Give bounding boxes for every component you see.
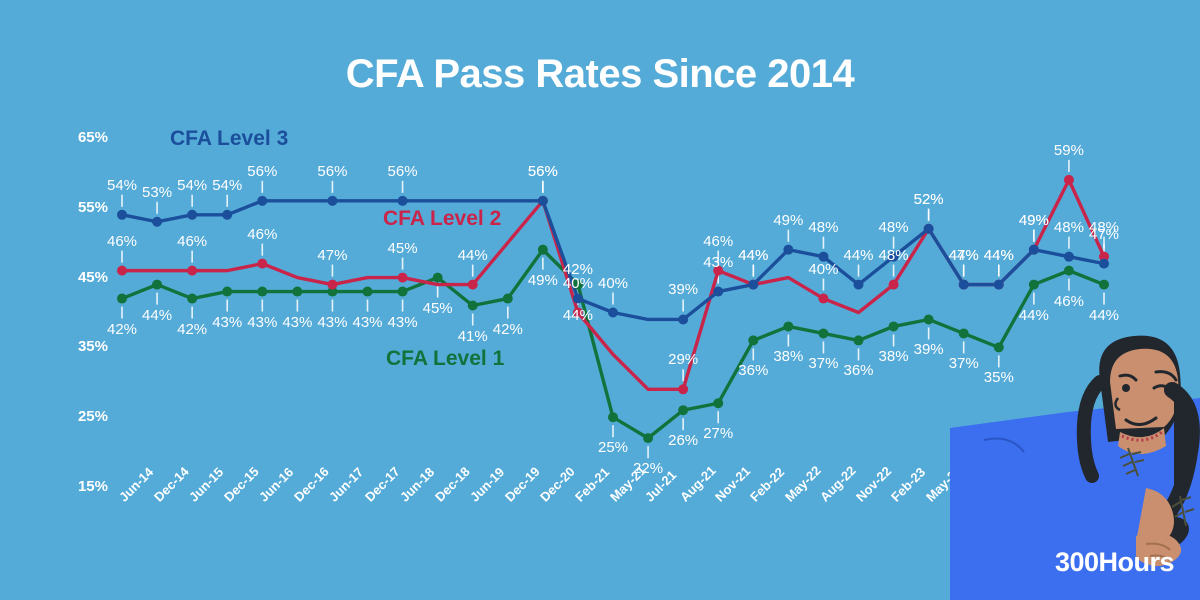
data-point-label: 56% — [317, 162, 348, 180]
y-axis-tick: 35% — [77, 338, 108, 356]
data-point-label: 54% — [177, 176, 208, 194]
data-point-label: 43% — [282, 313, 313, 331]
data-point-label: 42% — [492, 320, 523, 338]
data-point-label: 49% — [527, 271, 558, 289]
data-point-label: 39% — [913, 341, 944, 359]
data-point-label: 46% — [703, 232, 734, 250]
y-axis-tick: 15% — [77, 478, 108, 495]
data-point-label: 41% — [457, 327, 488, 345]
data-point-label: 37% — [948, 355, 979, 373]
data-point-label: 43% — [247, 313, 278, 331]
data-point-label: 44% — [843, 246, 874, 264]
data-point-label: 53% — [142, 183, 173, 201]
woman-illustration — [950, 320, 1200, 600]
data-point-label: 46% — [1053, 292, 1084, 310]
data-point-label: 56% — [527, 162, 558, 180]
data-point-label: 44% — [457, 246, 488, 264]
data-point-label: 44% — [948, 246, 979, 264]
data-point-label: 48% — [1088, 218, 1120, 236]
y-axis-tick: 45% — [77, 268, 108, 286]
y-axis-tick: 25% — [77, 408, 108, 426]
data-point-label: 39% — [668, 281, 699, 299]
series-label-level1: CFA Level 1 — [386, 347, 505, 370]
data-point-label: 44% — [983, 246, 1014, 264]
data-point-label: 45% — [387, 239, 418, 257]
page-title: CFA Pass Rates Since 2014 — [345, 52, 855, 96]
data-point-label: 44% — [562, 306, 593, 324]
data-point-label: 46% — [247, 225, 278, 243]
data-point-label: 42% — [106, 320, 138, 338]
data-point-label: 40% — [808, 260, 839, 278]
data-point-label: 44% — [1088, 306, 1120, 324]
data-point-label: 38% — [878, 348, 909, 366]
data-point-label: 22% — [633, 460, 664, 478]
data-point-label: 48% — [878, 218, 909, 236]
data-point-label: 27% — [703, 425, 734, 443]
data-point-label: 36% — [738, 362, 769, 380]
data-point-label: 44% — [738, 246, 769, 264]
data-point-label: 46% — [106, 232, 138, 250]
data-point-label: 45% — [422, 299, 453, 317]
data-point-label: 44% — [142, 306, 173, 324]
data-point-label: 43% — [703, 253, 734, 271]
data-point-label: 47% — [317, 246, 348, 264]
data-point-label: 52% — [913, 190, 944, 208]
data-point-label: 49% — [1018, 211, 1049, 229]
data-point-label: 38% — [773, 348, 804, 366]
data-point-label: 54% — [106, 176, 138, 194]
data-point-label: 37% — [808, 355, 839, 373]
data-point-label: 43% — [387, 313, 418, 331]
data-point-label: 43% — [317, 313, 348, 331]
data-point-label: 56% — [247, 162, 278, 180]
data-point-label: 40% — [597, 274, 629, 292]
data-point-label: 29% — [668, 351, 699, 369]
data-point-label: 52% — [913, 190, 944, 208]
data-point-label: 56% — [387, 162, 418, 180]
data-point-label: 43% — [352, 313, 383, 331]
data-point-label: 42% — [177, 320, 208, 338]
series-label-level2: CFA Level 2 — [383, 207, 502, 230]
data-point-label: 44% — [738, 246, 769, 264]
data-point-label: 26% — [668, 432, 699, 450]
data-point-label: 49% — [773, 211, 804, 229]
data-point-label: 49% — [1018, 211, 1049, 229]
data-point-label: 25% — [597, 439, 629, 457]
data-point-label: 48% — [1053, 218, 1084, 236]
series-label-level3: CFA Level 3 — [170, 127, 289, 150]
y-axis-tick: 65% — [77, 129, 108, 146]
data-point-label: 59% — [1053, 141, 1084, 159]
data-point-label: 35% — [983, 369, 1014, 387]
data-point-label: 54% — [212, 176, 243, 194]
data-point-label: 44% — [983, 246, 1014, 264]
data-point-label: 48% — [878, 246, 909, 264]
data-point-label: 36% — [843, 362, 874, 380]
data-point-label: 40% — [562, 274, 593, 292]
data-point-label: 43% — [212, 313, 243, 331]
data-point-label: 44% — [1018, 306, 1049, 324]
data-point-label: 56% — [527, 162, 558, 180]
data-point-label: 47% — [1088, 225, 1120, 243]
data-point-label: 46% — [177, 232, 208, 250]
data-point-label: 48% — [808, 218, 839, 236]
y-axis-tick: 55% — [77, 198, 108, 216]
data-point-label: 42% — [562, 260, 593, 278]
data-point-label: 47% — [948, 246, 979, 264]
brand-logo: 300Hours — [1054, 547, 1175, 577]
